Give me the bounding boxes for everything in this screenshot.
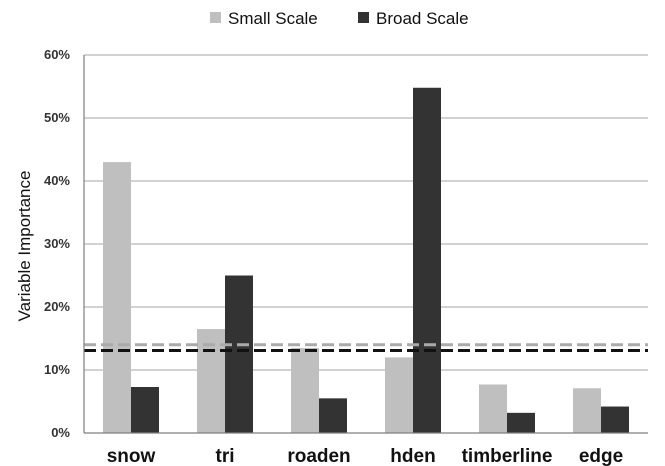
x-category-label: roaden [287,446,350,466]
bar-small-scale-edge [573,388,601,433]
legend-label: Broad Scale [376,9,469,28]
y-tick-label: 50% [44,110,70,125]
x-category-label: hden [390,446,435,466]
legend-swatch [210,12,221,23]
bar-small-scale-roaden [291,347,319,433]
bar-broad-scale-roaden [319,398,347,433]
y-tick-label: 0% [51,425,70,440]
legend-label: Small Scale [228,9,318,28]
x-category-label: snow [107,446,156,466]
bar-broad-scale-timberline [507,412,535,433]
bar-broad-scale-tri [225,275,253,433]
y-tick-label: 10% [44,362,70,377]
x-category-labels: snow tri roaden hden timberline edge [107,446,623,466]
x-category-label: timberline [462,446,553,466]
bar-broad-scale-edge [601,406,629,433]
axes [83,55,648,434]
y-axis-title: Variable Importance [15,171,34,322]
gridlines [84,54,648,371]
bar-broad-scale-snow [131,387,159,433]
x-category-label: edge [579,446,623,466]
reference-lines [84,343,648,352]
legend-swatch [358,12,369,23]
y-tick-label: 60% [44,47,70,62]
bar-small-scale-hden [385,357,413,433]
x-category-label: tri [216,446,235,466]
y-tick-label: 20% [44,299,70,314]
y-tick-label: 40% [44,173,70,188]
bar-small-scale-tri [197,329,225,433]
bar-small-scale-snow [103,162,131,433]
legend: Small Scale Broad Scale [210,9,469,28]
y-tick-labels: 0% 10% 20% 30% 40% 50% 60% [44,47,70,440]
bars [103,87,629,433]
bar-small-scale-timberline [479,384,507,433]
y-tick-label: 30% [44,236,70,251]
bar-broad-scale-hden [413,87,441,433]
